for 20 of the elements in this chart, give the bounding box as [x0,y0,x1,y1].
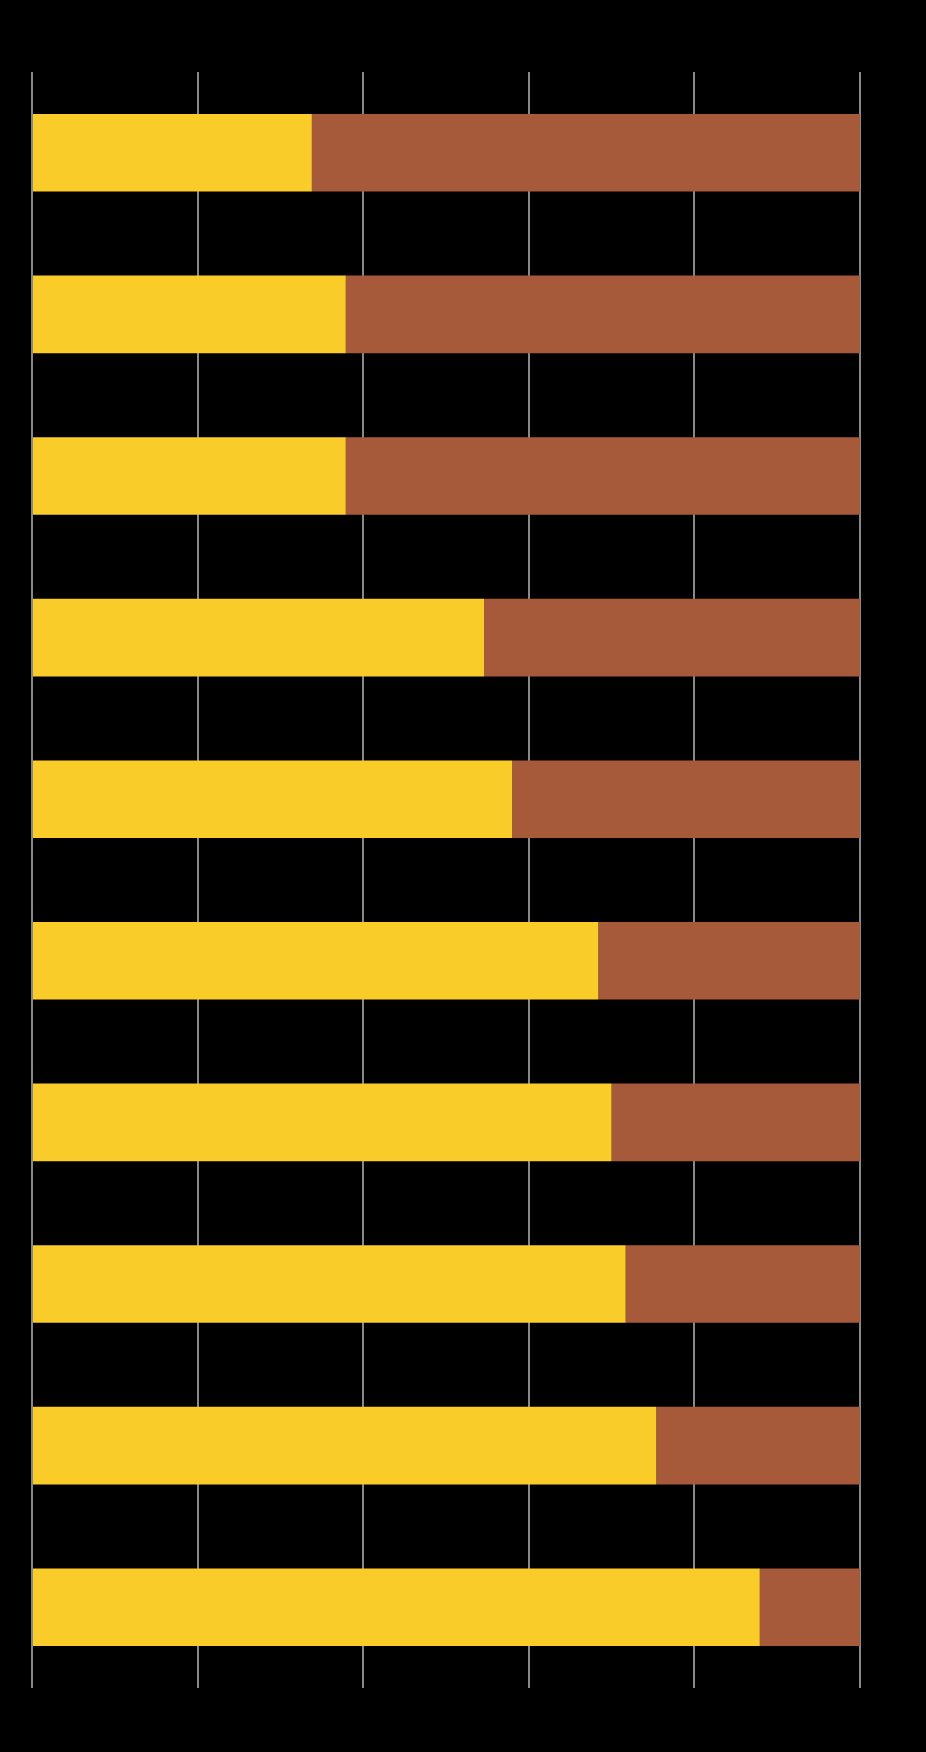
bar [33,275,346,354]
bar [625,1245,860,1323]
bar [33,437,346,515]
bar [33,1406,657,1485]
bar [33,922,599,1000]
bar [311,114,860,192]
bar [33,1568,760,1646]
bar [484,598,860,677]
bar [33,598,485,677]
bar [656,1406,860,1485]
bar [33,1083,612,1162]
bar [33,760,513,838]
bar [759,1568,860,1646]
bar [33,1245,626,1323]
bar [598,922,860,1000]
bar [345,437,860,515]
bar [512,760,860,838]
bar [345,275,860,354]
bar [611,1083,860,1162]
bar [33,114,312,192]
